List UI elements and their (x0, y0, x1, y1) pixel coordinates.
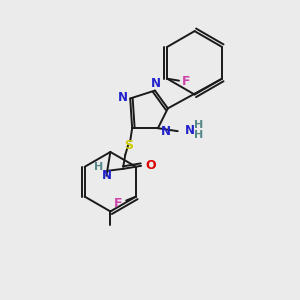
Text: F: F (114, 197, 122, 210)
Text: N: N (101, 169, 111, 182)
Text: H: H (94, 162, 103, 172)
Text: S: S (124, 139, 133, 152)
Text: N: N (184, 124, 195, 137)
Text: N: N (151, 77, 161, 90)
Text: H: H (194, 130, 203, 140)
Text: H: H (194, 120, 203, 130)
Text: F: F (182, 75, 190, 88)
Text: N: N (118, 91, 128, 104)
Text: O: O (146, 159, 156, 172)
Text: N: N (161, 125, 171, 138)
